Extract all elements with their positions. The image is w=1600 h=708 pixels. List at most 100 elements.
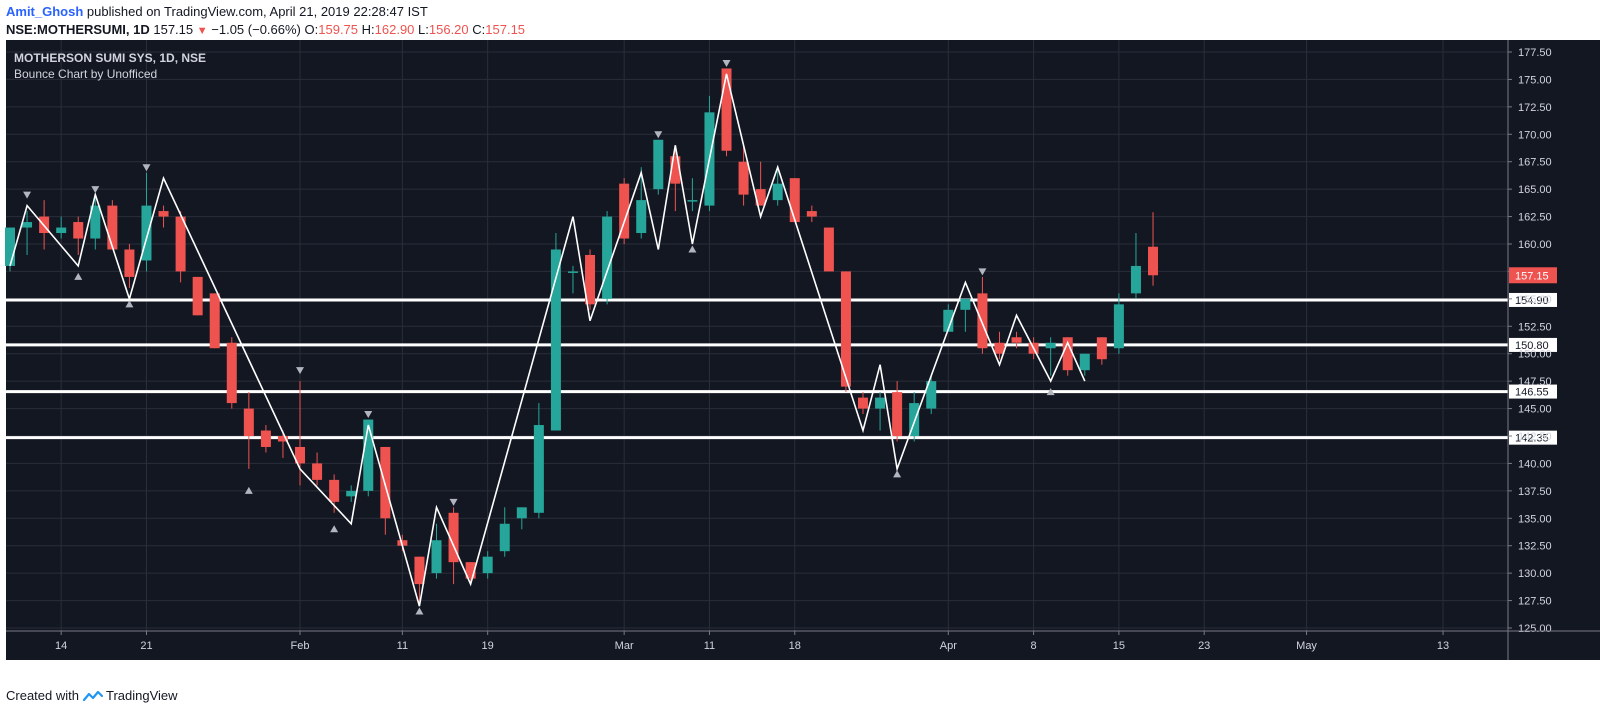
candle-body [909,403,920,436]
candle-body [602,216,613,299]
y-tick-label: 140.00 [1518,458,1552,470]
x-tick-label: Apr [940,640,957,652]
candle-body [1062,337,1073,371]
candle-body [431,540,442,574]
low-value: 156.20 [428,22,469,37]
chart-subtitle: Bounce Chart by Unofficed [14,67,157,81]
y-tick-label: 165.00 [1518,184,1552,196]
candle-body [670,156,681,184]
candle-body [124,249,135,277]
x-tick-label: 21 [140,640,152,652]
candle-body [465,562,476,579]
zigzag-line [9,73,1086,607]
pivot-high-marker [296,367,305,375]
candle-body [243,408,254,436]
tradingview-icon [82,690,103,701]
pivot-high-marker [449,498,458,506]
pivot-high-marker [91,186,100,194]
high-value: 162.90 [374,22,415,37]
pivot-markers [23,59,1055,615]
level-label: 142.35 [1515,433,1549,445]
y-tick-label: 132.50 [1518,541,1552,553]
level-label: 150.80 [1515,340,1549,352]
pivot-low-marker [1046,388,1055,396]
x-tick-label: Mar [615,640,634,652]
x-tick-label: 11 [397,640,408,652]
pivot-low-marker [688,245,697,253]
y-tick-label: 125.00 [1518,623,1552,635]
pivot-low-marker [415,607,424,615]
level-label-bg [1509,384,1557,399]
y-tick-label: 135.00 [1518,513,1552,525]
candle-body [516,507,527,519]
author-link[interactable]: Amit_Ghosh [6,4,84,19]
pivot-low-marker [893,470,902,478]
candle-body [192,276,203,316]
y-tick-label: 172.50 [1518,102,1552,114]
candle-body [226,342,237,404]
pivot-low-marker [74,272,83,280]
candle-body [619,183,630,239]
pivot-high-marker [722,59,731,67]
ohlc-line: NSE:MOTHERSUMI, 1D 157.15 ▼ −1.05 (−0.66… [6,22,525,37]
x-tick-label: Feb [291,640,310,652]
candle-body [687,200,698,202]
price-axis[interactable]: 125.00 127.50 130.00 132.50 135.00 137.50 140.… [1507,40,1557,660]
pivot-low-marker [330,525,339,533]
y-tick-label: 160.00 [1518,239,1552,251]
y-tick-label: 150.00 [1518,349,1552,361]
candle-body [414,556,425,585]
change-text: −1.05 (−0.66%) [211,22,301,37]
y-tick-label: 130.00 [1518,568,1552,580]
candle-body [875,397,886,409]
candle-body [295,446,306,464]
open-label: O: [304,22,319,37]
symbol-label: NSE:MOTHERSUMI, 1D [6,22,150,37]
candle-body [738,161,749,195]
candle-body [141,205,152,261]
support-resistance-levels: 154.90 150.80 146.55 142.35 [6,292,1557,445]
candle-body [448,512,459,563]
level-label-bg [1509,430,1557,445]
down-arrow-icon: ▼ [196,25,208,37]
x-tick-label: 14 [55,640,67,652]
candle-body [721,68,732,151]
candle-body [994,342,1005,354]
chart-title: MOTHERSON SUMI SYS, 1D, NSE [14,51,206,65]
candle-body [585,254,596,305]
candle-body [499,523,510,552]
y-tick-label: 152.50 [1518,321,1552,333]
x-tick-label: 11 [704,640,715,652]
candle-body [567,271,578,273]
candle-body [636,200,647,234]
candle-body [158,211,169,217]
tradingview-logo[interactable]: TradingView [82,688,178,703]
candle-body [22,222,33,228]
candle-body [175,216,186,272]
open-value: 159.75 [318,22,359,37]
x-tick-label: 8 [1031,640,1037,652]
candle-body [533,425,544,513]
candlestick-chart[interactable]: 154.90 150.80 146.55 142.35 125.00 127.50 130… [0,40,1600,660]
y-tick-label: 175.00 [1518,74,1552,86]
candle-body [789,178,800,223]
pivot-high-marker [23,191,32,199]
low-label: L: [418,22,429,37]
candle-body [550,249,561,431]
close-label: C: [472,22,486,37]
last-price-badge [1509,267,1557,284]
y-tick-label: 147.50 [1518,376,1552,388]
y-tick-label: 177.50 [1518,47,1552,59]
candle-body [209,293,220,349]
candle-body [943,309,954,332]
y-tick-label: 145.00 [1518,404,1552,416]
level-label: 146.55 [1515,387,1549,399]
candle-body [90,205,101,239]
y-tick-label: 142.50 [1518,431,1552,443]
time-axis[interactable]: 14 21 Feb 11 19 Mar 11 18 Apr 8 15 23 May 13 [6,630,1600,652]
candle-body [926,381,937,409]
published-text: published on TradingView.com, April 21, … [86,4,428,19]
candle-body [1113,304,1124,349]
pivot-high-marker [364,411,373,419]
pivot-low-marker [244,486,253,494]
